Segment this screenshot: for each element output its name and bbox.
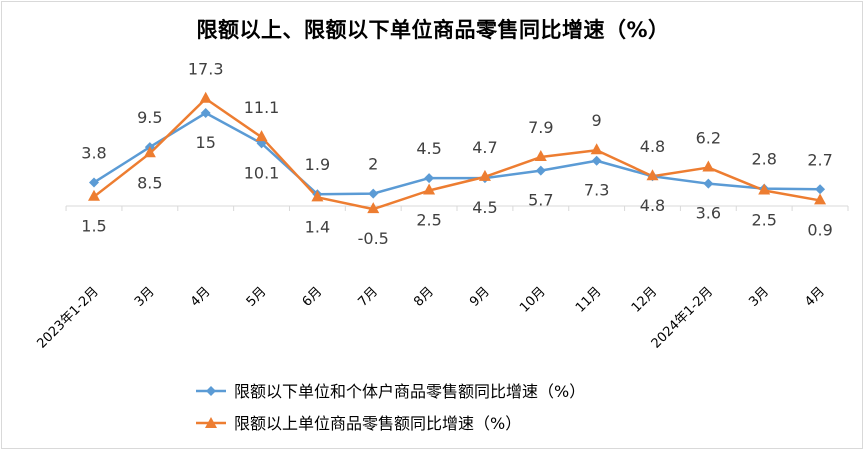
data-label-series-2: 2.5: [751, 211, 776, 230]
data-label-series-1: 3.6: [696, 204, 721, 223]
data-label-series-2: 2.5: [416, 211, 441, 230]
data-label-series-2: 6.2: [696, 129, 721, 148]
data-label-series-2: -0.5: [358, 229, 389, 248]
data-label-series-2: 11.1: [244, 98, 280, 117]
x-tick-label: 3月: [746, 284, 772, 310]
data-label-series-2: 1.5: [81, 217, 106, 236]
data-label-series-1: 10.1: [244, 163, 280, 182]
x-tick-label: 8月: [411, 284, 437, 310]
data-point-series-2: [311, 190, 324, 202]
data-point-series-1: [424, 173, 435, 184]
data-label-series-1: 4.5: [416, 139, 441, 158]
x-tick-label: 4月: [802, 284, 828, 310]
data-point-series-1: [535, 165, 546, 176]
data-label-series-2: 1.4: [305, 217, 330, 236]
data-point-series-2: [478, 169, 491, 181]
data-point-series-2: [646, 169, 659, 181]
data-point-series-2: [590, 143, 603, 155]
series-line-2: [93, 97, 821, 211]
data-point-series-1: [703, 178, 714, 189]
data-label-series-1: 2: [368, 155, 378, 174]
data-label-series-1: 5.7: [528, 191, 553, 210]
x-tick-label: 3月: [132, 284, 158, 310]
data-point-series-2: [534, 150, 547, 162]
data-label-series-2: 17.3: [188, 60, 224, 79]
data-label-series-2: 8.5: [137, 173, 162, 192]
data-label-series-1: 3.8: [81, 143, 106, 162]
x-tick-label: 10月: [517, 284, 548, 315]
data-label-series-2: 4.8: [640, 137, 665, 156]
data-point-series-1: [89, 177, 99, 188]
x-tick-label: 5月: [244, 284, 270, 310]
data-label-series-1: 9.5: [137, 108, 162, 127]
data-label-series-2: 9: [592, 111, 602, 130]
data-point-series-1: [591, 155, 602, 166]
x-tick-label: 9月: [467, 284, 493, 310]
data-point-series-2: [88, 189, 100, 201]
data-point-series-2: [255, 130, 268, 142]
series-line-1: [93, 111, 821, 196]
x-tick-label: 12月: [629, 284, 660, 315]
legend-item-series-2: 限额以上单位商品零售额同比增速（%）: [196, 410, 521, 434]
data-point-series-2: [758, 183, 771, 195]
data-label-series-2: 0.9: [807, 220, 832, 239]
x-tick-label: 7月: [355, 284, 381, 310]
data-point-series-1: [200, 108, 211, 118]
legend-triangle-icon: [196, 415, 226, 429]
x-tick-label: 2023年1-2月: [34, 284, 101, 351]
data-point-series-2: [199, 91, 212, 103]
legend-label-series-2: 限额以上单位商品零售额同比增速（%）: [234, 414, 522, 433]
chart-title: 限额以上、限额以下单位商品零售同比增速（%）: [196, 18, 670, 42]
x-tick-label: 4月: [188, 284, 214, 310]
legend-label-series-1: 限额以下单位和个体户商品零售额同比增速（%）: [234, 382, 586, 401]
data-label-series-1: 4.8: [640, 196, 665, 215]
data-point-series-2: [814, 193, 827, 205]
data-point-series-2: [143, 146, 156, 158]
data-point-series-1: [368, 188, 379, 199]
data-label-series-1: 15: [196, 133, 216, 152]
data-label-series-1: 7.3: [584, 181, 609, 200]
data-label-series-1: 4.5: [472, 198, 497, 217]
data-label-series-1: 1.9: [305, 155, 330, 174]
data-point-series-2: [702, 160, 715, 172]
x-tick-label: 6月: [300, 284, 326, 310]
x-tick-label: 11月: [573, 284, 604, 315]
data-label-series-1: 2.7: [807, 150, 832, 169]
data-label-series-2: 7.9: [528, 118, 553, 137]
legend-item-series-1: 限额以下单位和个体户商品零售额同比增速（%）: [196, 378, 585, 402]
data-point-series-2: [423, 183, 436, 195]
legend-diamond-icon: [196, 383, 226, 397]
data-point-series-2: [367, 202, 380, 214]
data-label-series-2: 4.7: [472, 138, 497, 157]
data-point-series-1: [815, 184, 826, 195]
data-label-series-1: 2.8: [751, 150, 776, 169]
